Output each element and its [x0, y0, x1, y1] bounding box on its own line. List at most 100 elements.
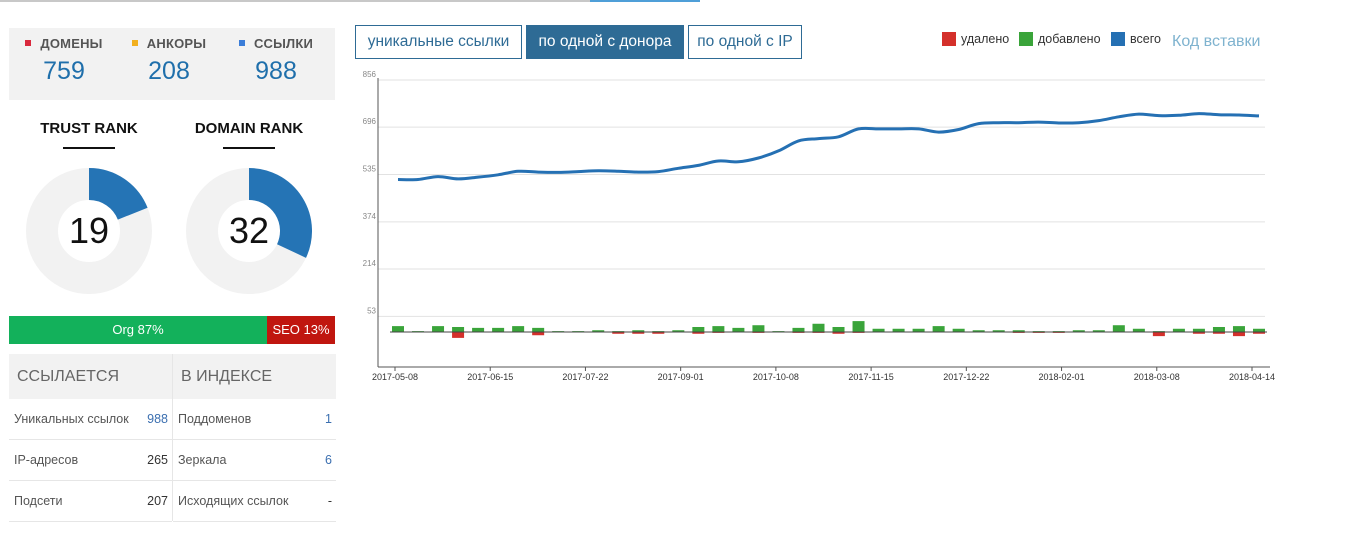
- x-tick-label: 2018-02-01: [1039, 372, 1085, 382]
- row-label: Зеркала: [178, 453, 227, 467]
- bar-removed: [632, 332, 645, 334]
- legend-added-label: добавлено: [1038, 32, 1101, 46]
- summary-panel: ДОМЕНЫ 759 АНКОРЫ 208 ССЫЛКИ 988: [9, 28, 335, 100]
- bar-added: [1012, 330, 1025, 332]
- row-value[interactable]: 6: [325, 453, 332, 467]
- links-column: ССЫЛАЕТСЯ Уникальных ссылок 988 IP-адресо…: [9, 354, 172, 522]
- table-row: Зеркала 6: [173, 440, 336, 481]
- index-column: В ИНДЕКСЕ Поддоменов 1 Зеркала 6 Исходящих…: [173, 354, 336, 522]
- bar-added: [792, 327, 805, 332]
- x-tick-label: 2018-03-08: [1134, 372, 1180, 382]
- tab-one-per-ip[interactable]: по одной с IP: [688, 25, 802, 59]
- summary-links: ССЫЛКИ 988: [221, 36, 331, 86]
- row-value[interactable]: 1: [325, 412, 332, 426]
- domain-rank-donut: 32: [186, 168, 312, 294]
- bar-added: [1172, 328, 1185, 332]
- bar-removed: [612, 332, 625, 334]
- row-label: IP-адресов: [14, 453, 79, 467]
- y-tick-label: 374: [363, 212, 377, 221]
- bar-added: [852, 321, 865, 332]
- table-row: Подсети 207: [9, 481, 172, 522]
- bar-added: [452, 326, 465, 332]
- legend-removed-label: удалено: [961, 32, 1010, 46]
- bar-added: [812, 323, 825, 332]
- row-label: Подсети: [14, 494, 63, 508]
- trust-rank-header: TRUST RANK: [14, 120, 164, 149]
- x-tick-label: 2017-07-22: [562, 372, 608, 382]
- bar-added: [392, 326, 404, 332]
- anchors-marker-icon: [131, 40, 138, 46]
- bar-added: [972, 330, 985, 332]
- summary-domains-value: 759: [43, 57, 85, 85]
- bar-added: [632, 330, 645, 332]
- links-column-header: ССЫЛАЕТСЯ: [9, 354, 172, 399]
- table-row: IP-адресов 265: [9, 440, 172, 481]
- row-label: Поддоменов: [178, 412, 252, 426]
- bar-removed: [832, 332, 845, 334]
- bar-added: [932, 326, 945, 332]
- bar-added: [512, 326, 525, 332]
- table-divider: [172, 354, 173, 521]
- legend-total-label: всего: [1130, 32, 1161, 46]
- tab-one-per-donor[interactable]: по одной с донора: [526, 25, 684, 59]
- row-label: Исходящих ссылок: [178, 494, 289, 508]
- bar-added: [1253, 328, 1265, 332]
- legend-added-swatch: [1019, 32, 1033, 46]
- row-value: 265: [147, 453, 168, 467]
- x-tick-label: 2017-05-08: [372, 372, 418, 382]
- summary-domains: ДОМЕНЫ 759: [9, 36, 119, 86]
- top-progress-accent: [590, 0, 700, 2]
- bar-added: [492, 327, 505, 332]
- table-row: Поддоменов 1: [173, 399, 336, 440]
- legend-total-swatch: [1111, 32, 1125, 46]
- bar-removed: [1192, 332, 1205, 334]
- row-value: 207: [147, 494, 168, 508]
- row-value[interactable]: 988: [147, 412, 168, 426]
- row-value: -: [327, 494, 332, 508]
- bar-added: [872, 328, 885, 332]
- summary-anchors-label: АНКОРЫ: [146, 36, 207, 51]
- trust-rank-donut-svg: [26, 168, 152, 294]
- summary-links-label: ССЫЛКИ: [253, 36, 314, 51]
- domain-rank-title: DOMAIN RANK: [194, 120, 304, 137]
- bar-added: [832, 326, 845, 332]
- index-column-header: В ИНДЕКСЕ: [173, 354, 336, 399]
- bar-removed: [532, 332, 545, 336]
- trust-rank-arc: [88, 168, 148, 221]
- traffic-split-bar: Org 87% SEO 13%: [9, 316, 335, 344]
- bar-added: [692, 326, 705, 332]
- trust-rank-value: 19: [68, 210, 110, 251]
- domain-rank-donut-svg: [186, 168, 312, 294]
- bar-removed: [452, 332, 465, 338]
- bar-added: [672, 330, 685, 332]
- domain-rank-underline: [223, 147, 275, 149]
- y-tick-label: 535: [363, 165, 377, 174]
- y-tick-label: 53: [367, 306, 376, 315]
- bar-removed: [1212, 332, 1225, 334]
- bar-added: [532, 327, 545, 332]
- bar-removed: [652, 332, 665, 334]
- bar-added: [592, 330, 605, 332]
- series-line-total: [397, 112, 1260, 182]
- links-chart: 856 696 535 374 214 53 2017-05-08 2017-06-15 201…: [363, 70, 1275, 382]
- tab-unique-links[interactable]: уникальные ссылки: [355, 25, 522, 59]
- y-tick-label: 696: [363, 117, 377, 126]
- bar-added: [432, 326, 445, 332]
- bar-added: [1092, 330, 1105, 332]
- x-tick-label: 2017-11-15: [848, 372, 893, 382]
- bar-removed: [1232, 332, 1245, 337]
- bar-added: [892, 328, 905, 332]
- domains-marker-icon: [25, 40, 32, 46]
- domain-rank-header: DOMAIN RANK: [174, 120, 324, 149]
- bar-added: [1192, 328, 1205, 332]
- bar-added: [952, 328, 965, 332]
- links-marker-icon: [238, 40, 245, 46]
- trust-rank-donut: 19: [26, 168, 152, 294]
- embed-code-link[interactable]: Код вставки: [1172, 33, 1261, 50]
- bar-added: [732, 327, 745, 332]
- bar-removed: [692, 332, 705, 334]
- bar-added: [1212, 326, 1225, 332]
- summary-anchors: АНКОРЫ 208: [114, 36, 224, 86]
- y-tick-label: 214: [363, 259, 377, 268]
- top-progress-line: [0, 0, 700, 2]
